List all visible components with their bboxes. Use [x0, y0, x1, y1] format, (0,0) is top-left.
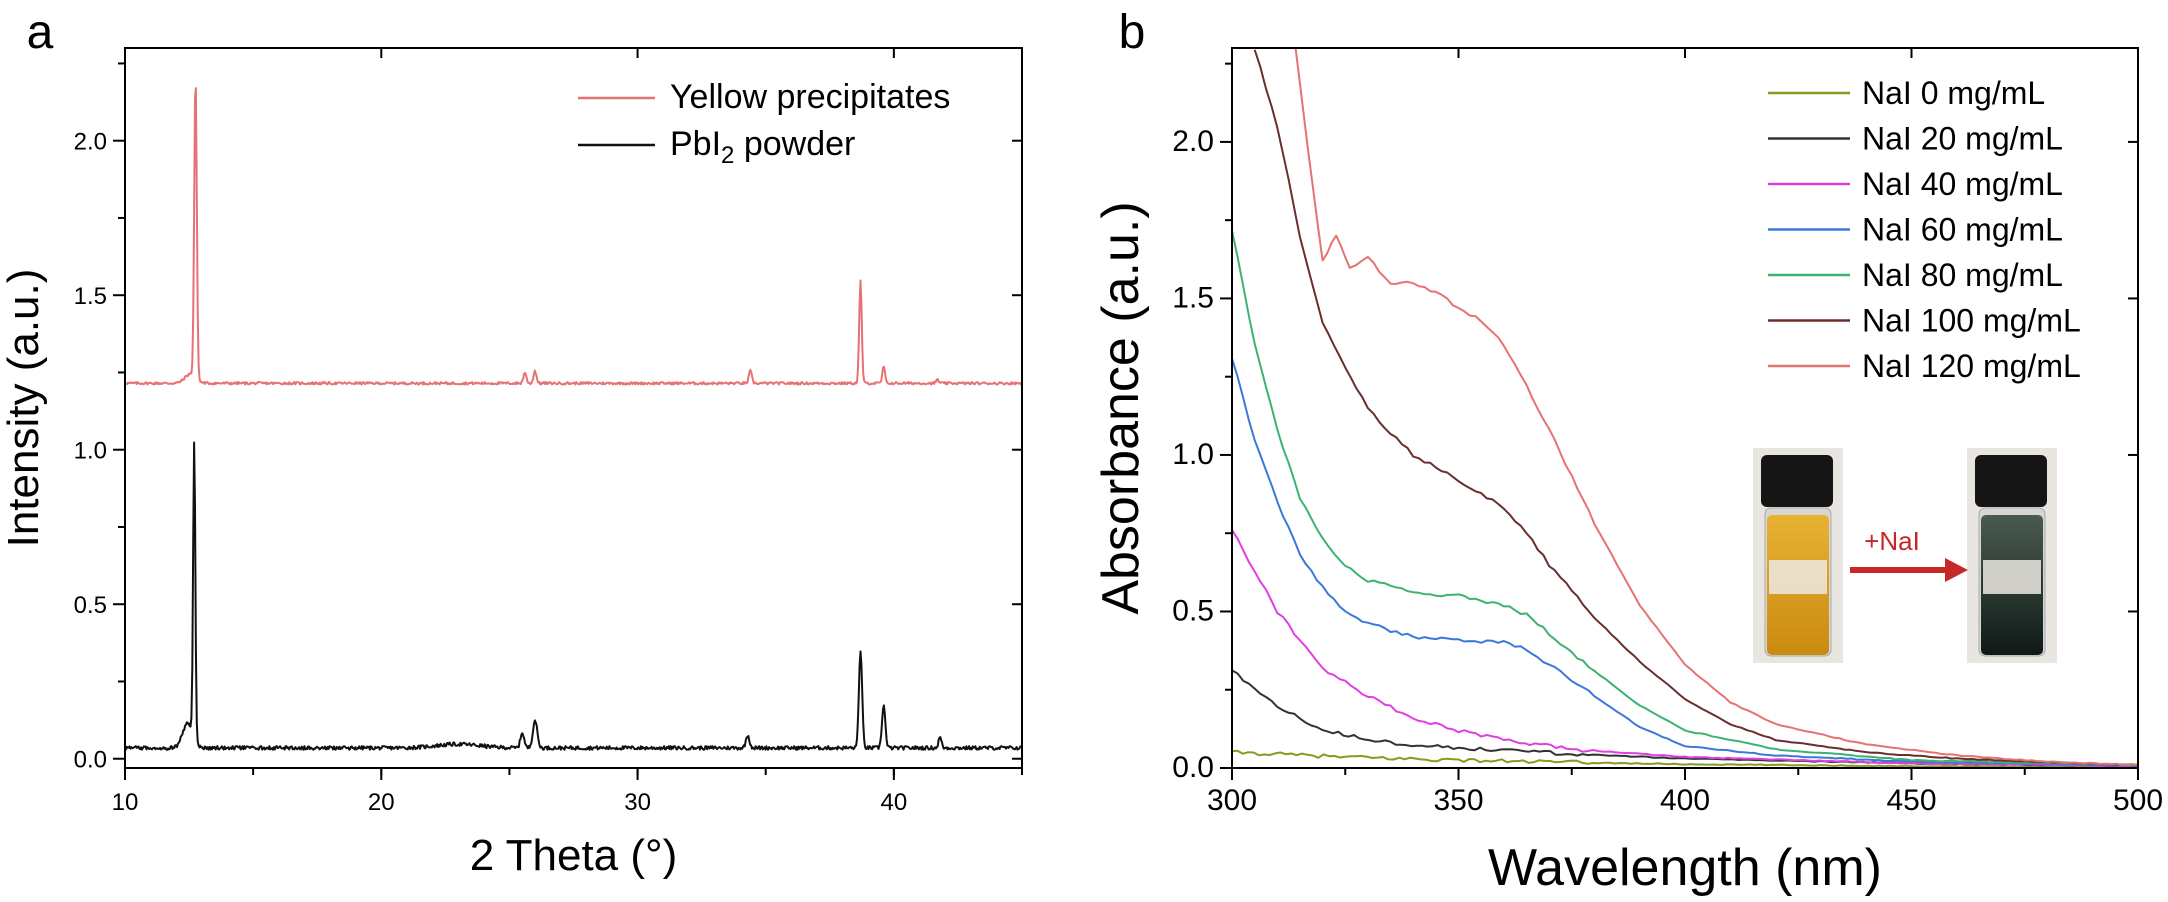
legend-label-3: NaI 60 mg/mL: [1862, 212, 2063, 248]
legend-label-1: PbI2 powder: [670, 125, 855, 169]
y-axis-label: Intensity (a.u.): [0, 269, 48, 548]
x-tick-label: 10: [112, 789, 139, 816]
y-tick-label: 1.5: [74, 283, 107, 310]
panel-label: b: [1119, 6, 1146, 59]
legend-subscript: 2: [721, 142, 734, 169]
legend-label-1: NaI 20 mg/mL: [1862, 121, 2063, 157]
x-axis-label: 2 Theta (°): [470, 831, 678, 880]
y-tick-label: 1.5: [1172, 281, 1214, 314]
series-line-2: [1232, 529, 2138, 768]
plot-area: [1232, 48, 2138, 768]
plot-area: [125, 87, 1022, 751]
panel-label: a: [27, 6, 54, 59]
x-tick-label: 400: [1660, 784, 1710, 817]
arrow-label: +NaI: [1864, 526, 1920, 556]
x-axis-label: Wavelength (nm): [1488, 839, 1882, 897]
legend-label-4: NaI 80 mg/mL: [1862, 257, 2063, 293]
series-line-5: [1253, 49, 2138, 766]
vial-before: [1753, 448, 1843, 663]
series-line-4: [1232, 230, 2138, 767]
vial-after: [1967, 448, 2057, 663]
series-line-1: [1232, 669, 2138, 768]
legend-label-0: Yellow precipitates: [670, 78, 950, 116]
series-line-0: [125, 87, 1022, 386]
series-line-0: [1232, 749, 2138, 768]
inset-photo: +NaI: [1753, 448, 2057, 663]
y-tick-label: 0.0: [74, 747, 107, 774]
x-tick-label: 20: [368, 789, 395, 816]
series-line-1: [125, 441, 1022, 751]
vial-cap: [1975, 455, 2047, 507]
y-axis-label: Absorbance (a.u.): [1092, 201, 1150, 614]
legend-a: Yellow precipitates PbI2 powder: [578, 78, 950, 169]
series-line-6: [1294, 48, 2138, 766]
vial-label-sticker: [1769, 560, 1827, 594]
legend-text: Yellow precipitates: [670, 78, 950, 116]
arrow-head: [1945, 558, 1968, 582]
panel-a: a 10 20 30 40 0.0 0.5 1.0 1.5 2.0 2 Theta (°) Inten…: [0, 6, 1023, 880]
legend-text-tail: powder: [734, 125, 855, 163]
y-tick-label: 1.0: [74, 438, 107, 465]
x-tick-label: 450: [1886, 784, 1936, 817]
legend-label-5: NaI 100 mg/mL: [1862, 303, 2081, 339]
legend-label-0: NaI 0 mg/mL: [1862, 75, 2045, 111]
vial-label-sticker: [1983, 560, 2041, 594]
legend-label-6: NaI 120 mg/mL: [1862, 348, 2081, 384]
panel-b: b 300 350 400 450 500 0.0 0.5 1.0 1.5 2.0 Wavelengt…: [1092, 6, 2163, 897]
y-tick-label: 0.5: [74, 592, 107, 619]
legend-label-2: NaI 40 mg/mL: [1862, 166, 2063, 202]
x-tick-label: 40: [881, 789, 908, 816]
vial-cap: [1761, 455, 1833, 507]
y-tick-label: 1.0: [1172, 438, 1214, 471]
y-tick-label: 0.0: [1172, 751, 1214, 784]
axes-frame: [124, 47, 1023, 769]
x-tick-label: 500: [2113, 784, 2163, 817]
x-tick-label: 30: [624, 789, 651, 816]
y-tick-label: 2.0: [1172, 125, 1214, 158]
y-tick-label: 0.5: [1172, 594, 1214, 627]
x-tick-label: 350: [1433, 784, 1483, 817]
x-tick-label: 300: [1207, 784, 1257, 817]
y-tick-label: 2.0: [74, 129, 107, 156]
legend-text: PbI: [670, 125, 721, 163]
legend-b: NaI 0 mg/mL NaI 20 mg/mL NaI 40 mg/mL NaI 6…: [1768, 75, 2081, 384]
